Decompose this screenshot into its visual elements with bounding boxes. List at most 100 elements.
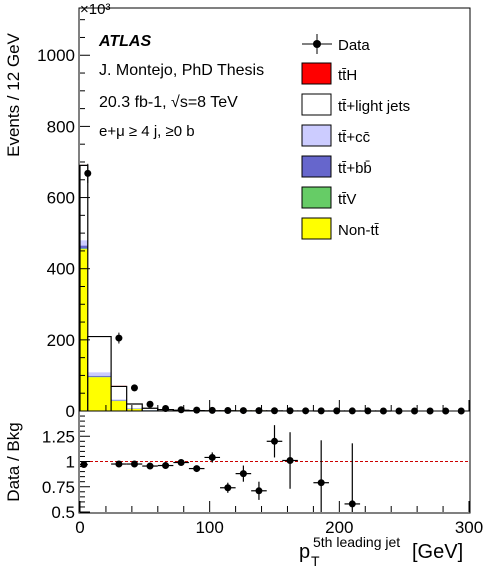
bar-3-2 xyxy=(111,399,127,401)
ratio-y-axis: 0.5 0.75 1 1.25 xyxy=(42,415,90,522)
ratio-frame xyxy=(78,410,471,514)
data-point-5 xyxy=(177,406,185,414)
ratio-point-13 xyxy=(317,479,325,487)
y-tick-label-4: 800 xyxy=(47,117,75,136)
bar-1-1 xyxy=(87,376,112,378)
ratio-point-6 xyxy=(193,465,201,473)
bar-4-2 xyxy=(111,386,127,400)
main-x-ticks xyxy=(79,400,470,411)
x-axis-label-subscript: T xyxy=(311,553,320,569)
data-point-1 xyxy=(115,334,123,342)
legend-item-ttcc: tt̄+cc̄ xyxy=(301,124,371,147)
ratio-point-3 xyxy=(146,462,154,470)
bar-4-0 xyxy=(80,165,88,241)
y-tick-label-0: 0 xyxy=(66,402,75,421)
bar-3-3 xyxy=(126,408,143,409)
ratio-point-4 xyxy=(162,462,170,470)
legend-label-ttlight: tt̄+light jets xyxy=(338,98,410,115)
selection-label: e+μ ≥ 4 j, ≥0 b xyxy=(99,123,195,140)
x-tick-label-3: 300 xyxy=(455,518,483,537)
data-points xyxy=(84,163,465,415)
y-tick-label-2: 400 xyxy=(47,260,75,279)
legend-label-ttbb: tt̄+bb̄ xyxy=(338,160,372,177)
ratio-y-tick-label-0: 0.5 xyxy=(51,503,75,522)
legend-label-ttv: tt̄V xyxy=(338,191,356,208)
x-axis-label-superscript: 5th leading jet xyxy=(313,534,400,550)
data-point-7 xyxy=(208,406,216,414)
legend-item-tth: tt̄H xyxy=(301,62,357,85)
data-point-0 xyxy=(84,169,92,177)
ratio-point-11 xyxy=(271,437,278,445)
ratio-point-8 xyxy=(224,484,232,492)
legend-item-ttlight: tt̄+light jets xyxy=(301,93,410,116)
ratio-y-tick-label-1: 0.75 xyxy=(42,478,75,497)
ratio-point-9 xyxy=(239,470,247,478)
legend-swatch-ttcc xyxy=(301,124,332,147)
legend-swatch-tth xyxy=(301,62,332,85)
data-point-2 xyxy=(130,384,138,392)
bar-2-0 xyxy=(80,245,88,249)
ratio-point-14 xyxy=(348,500,356,508)
ratio-y-axis-label: Data / Bkg xyxy=(4,422,23,501)
x-axis-label-unit: [GeV] xyxy=(412,541,463,563)
data-point-8 xyxy=(224,406,232,414)
legend-label-data: Data xyxy=(338,37,370,54)
y-axis-label: Events / 12 GeV xyxy=(4,32,23,156)
legend-item-ttbb: tt̄+bb̄ xyxy=(301,155,372,178)
bar-4-1 xyxy=(87,336,112,373)
data-point-4 xyxy=(162,405,170,413)
legend-swatch-ttbb xyxy=(301,155,332,178)
bar-0-1 xyxy=(87,377,112,411)
bar-outline-2 xyxy=(110,385,128,411)
legend-item-nontt: Non-tt̄ xyxy=(301,217,380,240)
bar-outline-0 xyxy=(79,164,89,411)
ratio-point-1 xyxy=(115,460,123,468)
bar-2-1 xyxy=(87,375,112,377)
data-point-3 xyxy=(146,400,154,408)
ratio-points xyxy=(80,425,361,512)
bar-0-3 xyxy=(126,408,143,411)
ratio-point-2 xyxy=(130,460,138,468)
bar-3-0 xyxy=(80,240,88,246)
ratio-point-12 xyxy=(286,456,294,464)
bar-4-3 xyxy=(126,404,143,409)
ratio-y-tick-label-2: 1 xyxy=(66,453,75,472)
atlas-label: ATLAS xyxy=(98,33,151,50)
bar-0-0 xyxy=(80,249,88,411)
y-multiplier: ×10³ xyxy=(80,1,110,18)
ratio-point-10 xyxy=(255,487,263,495)
x-tick-label-2: 200 xyxy=(325,518,353,537)
legend: Data tt̄H tt̄+light jets tt̄+cc̄ tt̄+bb̄… xyxy=(301,34,410,240)
x-axis-label-p: p xyxy=(299,541,310,563)
x-axis-label: p T 5th leading jet [GeV] xyxy=(299,534,463,569)
ratio-point-5 xyxy=(177,459,185,467)
bar-3-1 xyxy=(87,372,112,376)
bar-4-4 xyxy=(142,408,158,411)
legend-label-ttcc: tt̄+cc̄ xyxy=(338,129,371,146)
legend-swatch-ttv xyxy=(301,186,332,209)
x-tick-label-1: 100 xyxy=(195,518,223,537)
legend-item-ttv: tt̄V xyxy=(301,186,356,209)
author-label: J. Montejo, PhD Thesis xyxy=(99,62,264,79)
bar-0-2 xyxy=(111,401,127,411)
legend-swatch-nontt xyxy=(301,217,332,240)
bar-2-2 xyxy=(111,400,127,401)
legend-data-marker xyxy=(313,40,321,48)
luminosity-label: 20.3 fb-1, √s=8 TeV xyxy=(99,94,238,111)
bar-1-0 xyxy=(80,248,88,250)
bar-outline-3 xyxy=(126,403,143,411)
legend-item-data: Data xyxy=(302,34,370,54)
bar-outline-1 xyxy=(87,335,112,411)
ratio-point-7 xyxy=(208,453,216,461)
x-tick-label-0: 0 xyxy=(75,518,84,537)
ratio-x-axis: 0 100 200 300 xyxy=(75,501,483,537)
ratio-y-tick-label-3: 1.25 xyxy=(42,427,75,446)
main-y-axis: 0 200 400 600 800 1000 xyxy=(37,19,90,421)
data-point-6 xyxy=(193,406,201,414)
y-tick-label-3: 600 xyxy=(47,189,75,208)
y-tick-label-1: 200 xyxy=(47,331,75,350)
main-panel: 0 200 400 600 800 1000 ×10³ Events / 12 GeV A… xyxy=(4,1,471,421)
y-tick-label-5: 1000 xyxy=(37,46,75,65)
ratio-panel: 0.5 0.75 1 1.25 0 100 200 300 Data / Bkg p T 5… xyxy=(4,410,483,569)
